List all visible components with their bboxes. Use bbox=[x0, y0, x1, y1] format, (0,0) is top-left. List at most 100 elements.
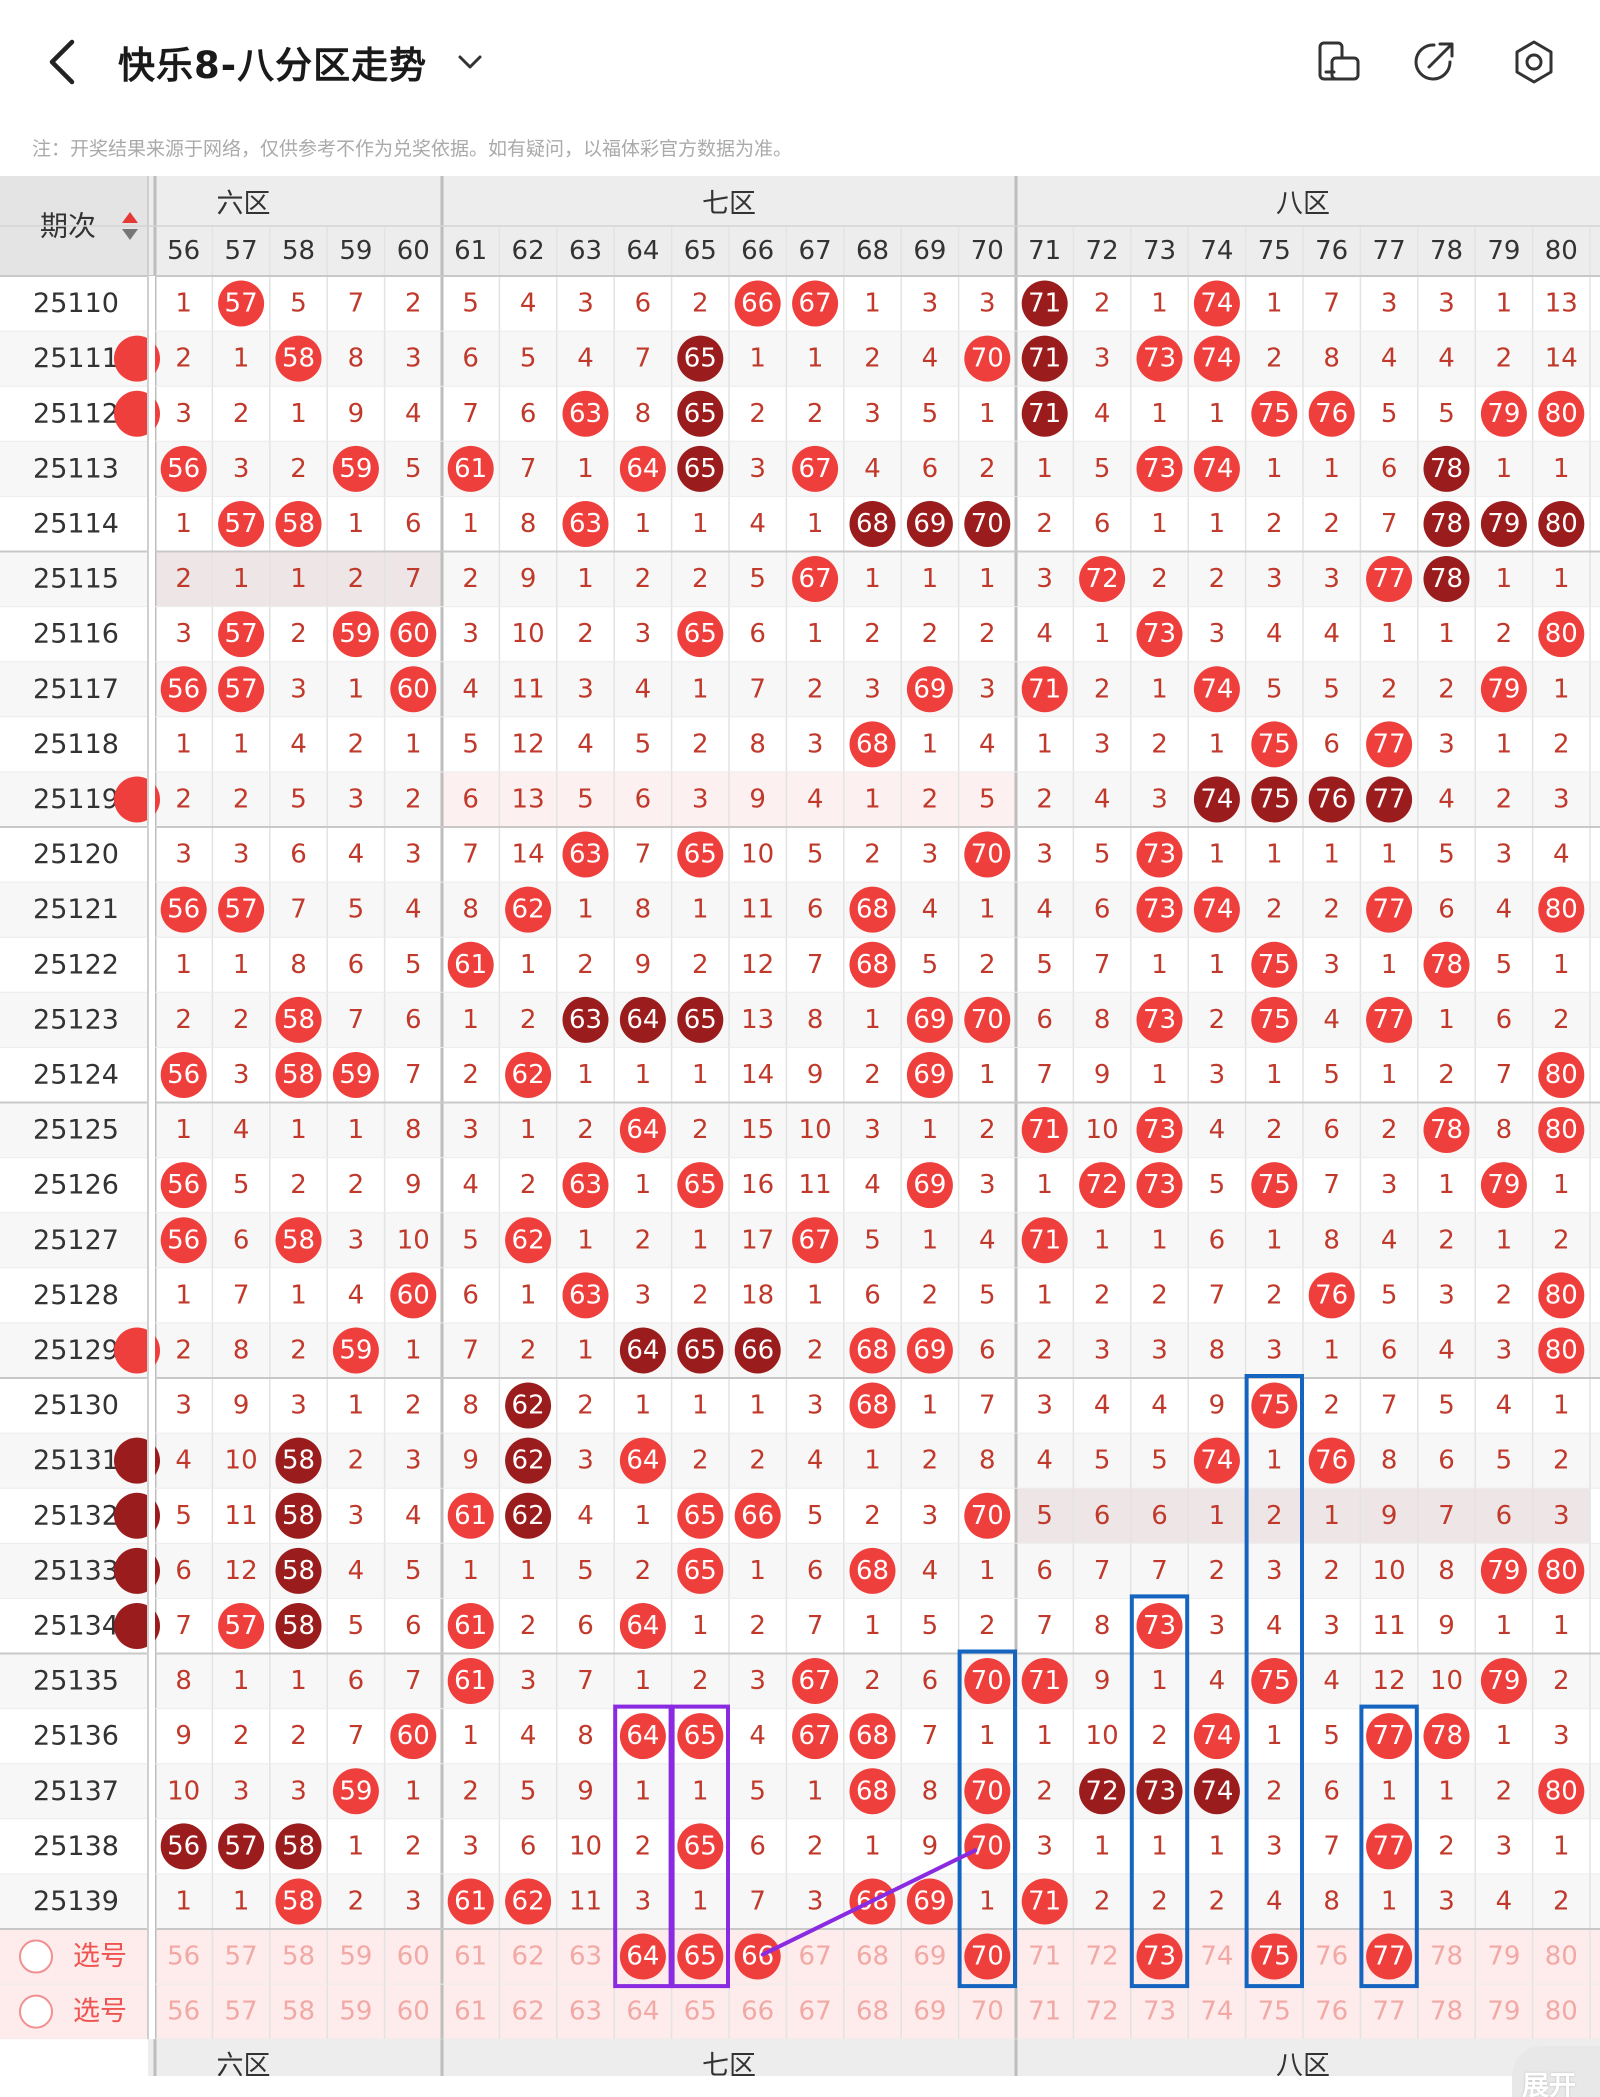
hit-ball bbox=[677, 335, 724, 382]
miss-count: 1 bbox=[807, 344, 824, 374]
settings-icon[interactable] bbox=[1510, 38, 1558, 86]
miss-count: 1 bbox=[290, 1280, 307, 1310]
miss-count: 1 bbox=[233, 1886, 250, 1916]
hit-ball-number: 74 bbox=[1200, 344, 1233, 374]
device-mode-icon[interactable] bbox=[1315, 38, 1363, 86]
miss-count: 8 bbox=[749, 729, 766, 759]
hit-ball-number: 74 bbox=[1200, 1776, 1233, 1806]
hit-ball-number: 60 bbox=[397, 1280, 430, 1310]
sort-arrows-icon[interactable] bbox=[122, 212, 138, 240]
hit-ball-number: 65 bbox=[684, 399, 717, 429]
miss-count: 1 bbox=[864, 1611, 881, 1641]
table-row bbox=[0, 937, 1600, 993]
hit-ball-number: 56 bbox=[167, 1831, 200, 1861]
miss-count: 2 bbox=[290, 454, 307, 484]
miss-count: 6 bbox=[348, 1666, 365, 1696]
miss-count: 3 bbox=[1438, 1886, 1455, 1916]
selected-ball[interactable] bbox=[964, 1933, 1011, 1980]
select-radio[interactable] bbox=[19, 1939, 53, 1974]
hit-ball-number: 80 bbox=[1545, 1335, 1578, 1365]
hit-ball bbox=[1193, 1437, 1240, 1484]
hit-ball-number: 73 bbox=[1143, 1170, 1176, 1200]
hit-ball bbox=[677, 1823, 724, 1870]
miss-count: 3 bbox=[233, 840, 250, 870]
miss-count: 1 bbox=[1496, 729, 1513, 759]
period-label: 25119 bbox=[33, 784, 119, 815]
hit-ball-number: 59 bbox=[339, 1060, 372, 1090]
miss-count: 7 bbox=[462, 399, 479, 429]
miss-count: 1 bbox=[290, 564, 307, 594]
miss-count: 6 bbox=[635, 289, 652, 319]
miss-count: 2 bbox=[692, 1115, 709, 1145]
hit-ball-number: 64 bbox=[626, 1005, 659, 1035]
bottom-zone-label: 八区 bbox=[1276, 2051, 1330, 2076]
bottom-zone-label: 六区 bbox=[217, 2051, 271, 2076]
miss-count: 1 bbox=[290, 1115, 307, 1145]
hit-ball-number: 79 bbox=[1487, 674, 1520, 704]
miss-count: 8 bbox=[1381, 1446, 1398, 1476]
miss-count: 6 bbox=[520, 399, 537, 429]
hit-ball bbox=[1251, 1658, 1298, 1705]
hit-ball bbox=[447, 1492, 494, 1539]
miss-count: 1 bbox=[692, 1391, 709, 1421]
hit-ball bbox=[792, 445, 839, 492]
share-icon[interactable] bbox=[1410, 38, 1458, 86]
miss-count: 1 bbox=[1151, 399, 1168, 429]
selected-ball[interactable] bbox=[1136, 1933, 1183, 1980]
hit-ball-number: 76 bbox=[1315, 784, 1348, 814]
period-label: 25112 bbox=[33, 398, 119, 429]
expand-button[interactable] bbox=[1512, 2046, 1600, 2097]
hit-ball-number: 59 bbox=[339, 1335, 372, 1365]
miss-count: 1 bbox=[175, 1886, 192, 1916]
hit-ball-number: 75 bbox=[1258, 1005, 1291, 1035]
column-header-69: 69 bbox=[913, 236, 946, 266]
hit-ball bbox=[964, 996, 1011, 1043]
hit-ball bbox=[160, 886, 207, 933]
miss-count: 2 bbox=[1209, 564, 1226, 594]
miss-count: 6 bbox=[1094, 1501, 1111, 1531]
hit-ball bbox=[160, 666, 207, 713]
miss-count: 2 bbox=[692, 564, 709, 594]
selected-ball[interactable] bbox=[734, 1933, 781, 1980]
hit-ball-number: 79 bbox=[1487, 1556, 1520, 1586]
miss-count: 3 bbox=[1323, 1611, 1340, 1641]
hit-ball-number: 73 bbox=[1143, 1776, 1176, 1806]
miss-count: 2 bbox=[1266, 509, 1283, 539]
hit-ball-number: 76 bbox=[1315, 399, 1348, 429]
period-label: 25124 bbox=[33, 1059, 119, 1090]
annotation-box bbox=[1244, 1374, 1304, 1989]
miss-count: 7 bbox=[979, 1391, 996, 1421]
miss-count: 7 bbox=[635, 344, 652, 374]
title-dropdown[interactable]: 快乐8-八分区走势 bbox=[118, 30, 485, 94]
miss-count: 11 bbox=[512, 674, 545, 704]
miss-count: 1 bbox=[1381, 1060, 1398, 1090]
top-bar: 快乐8-八分区走势 bbox=[0, 0, 1600, 128]
select-number: 69 bbox=[913, 1997, 946, 2027]
selected-ball[interactable] bbox=[1251, 1933, 1298, 1980]
miss-count: 1 bbox=[1553, 1611, 1570, 1641]
selected-ball[interactable] bbox=[677, 1933, 724, 1980]
miss-count: 2 bbox=[1553, 1005, 1570, 1035]
select-radio[interactable] bbox=[19, 1994, 53, 2029]
miss-count: 1 bbox=[635, 1391, 652, 1421]
miss-count: 4 bbox=[1266, 1611, 1283, 1641]
selected-ball-number: 77 bbox=[1373, 1942, 1406, 1972]
miss-count: 1 bbox=[175, 1280, 192, 1310]
miss-count: 1 bbox=[1209, 399, 1226, 429]
hit-ball-number: 62 bbox=[512, 895, 545, 925]
selected-ball[interactable] bbox=[619, 1933, 666, 1980]
hit-ball-number: 58 bbox=[282, 1886, 315, 1916]
miss-count: 1 bbox=[979, 1060, 996, 1090]
hit-ball-number: 67 bbox=[799, 1721, 832, 1751]
miss-count: 2 bbox=[405, 784, 422, 814]
select-number: 59 bbox=[339, 1942, 372, 1972]
selected-ball[interactable] bbox=[1366, 1933, 1413, 1980]
column-header-56: 56 bbox=[167, 236, 200, 266]
back-chevron-icon[interactable] bbox=[42, 34, 86, 90]
hit-ball bbox=[332, 611, 379, 658]
hit-ball bbox=[677, 445, 724, 492]
table-row bbox=[0, 1763, 1600, 1819]
hit-ball bbox=[160, 445, 207, 492]
hit-ball-number: 56 bbox=[167, 674, 200, 704]
hit-ball-number: 59 bbox=[339, 454, 372, 484]
